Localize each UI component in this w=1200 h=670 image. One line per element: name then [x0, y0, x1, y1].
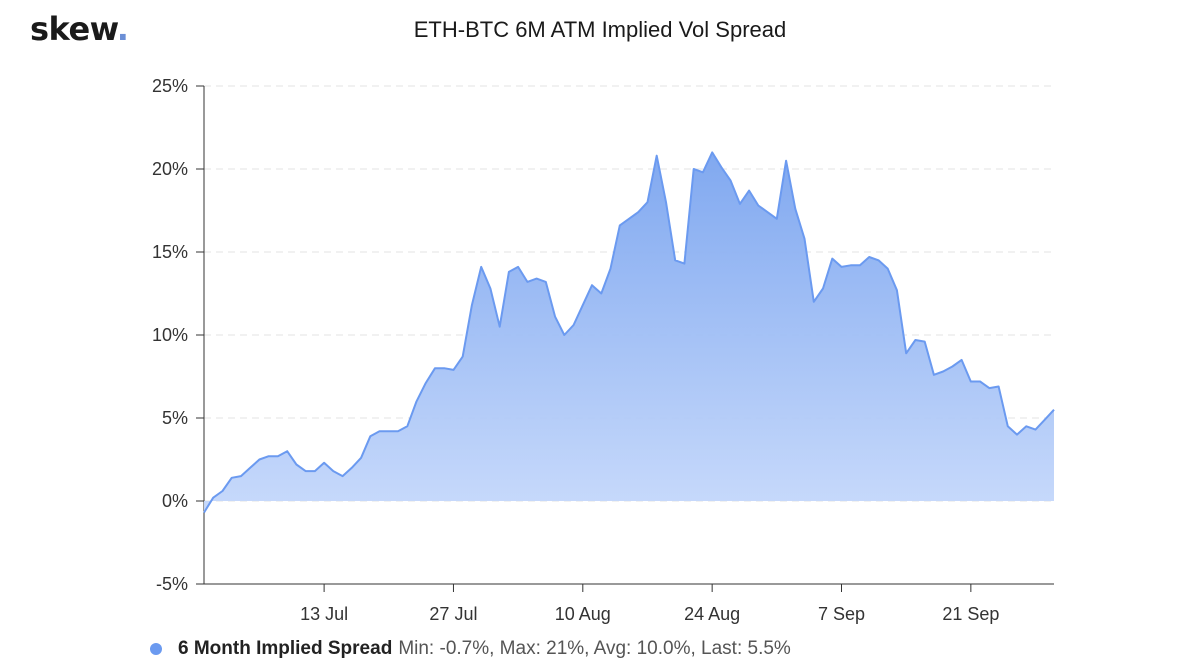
- x-tick-label: 7 Sep: [818, 604, 865, 624]
- x-tick-label: 21 Sep: [942, 604, 999, 624]
- y-tick-label: 5%: [162, 408, 188, 428]
- series-line: [203, 151, 1055, 514]
- y-tick-label: 20%: [152, 159, 188, 179]
- y-tick-labels: 25% 20% 15% 10% 5% 0% -5%: [152, 76, 188, 594]
- x-tick-label: 13 Jul: [300, 604, 348, 624]
- skew-logo: skew.: [30, 10, 129, 48]
- y-tick-label: 10%: [152, 325, 188, 345]
- x-tick-label: 10 Aug: [555, 604, 611, 624]
- legend-series-name: 6 Month Implied Spread: [178, 638, 393, 659]
- series-area: [203, 151, 1055, 514]
- legend-series-stats: Min: -0.7%, Max: 21%, Avg: 10.0%, Last: …: [398, 638, 791, 659]
- y-tick-label: 15%: [152, 242, 188, 262]
- chart-title: ETH-BTC 6M ATM Implied Vol Spread: [413, 17, 787, 42]
- series-area-fill: [204, 152, 1054, 513]
- legend-marker: [150, 643, 162, 655]
- x-tick-label: 24 Aug: [684, 604, 740, 624]
- y-tick-label: 25%: [152, 76, 188, 96]
- y-tick-label: -5%: [156, 574, 188, 594]
- x-tick-label: 27 Jul: [429, 604, 477, 624]
- y-tick-label: 0%: [162, 491, 188, 511]
- x-tick-labels: 13 Jul 27 Jul 10 Aug 24 Aug 7 Sep 21 Sep: [300, 604, 999, 624]
- legend[interactable]: 6 Month Implied Spread Min: -0.7%, Max: …: [150, 638, 791, 660]
